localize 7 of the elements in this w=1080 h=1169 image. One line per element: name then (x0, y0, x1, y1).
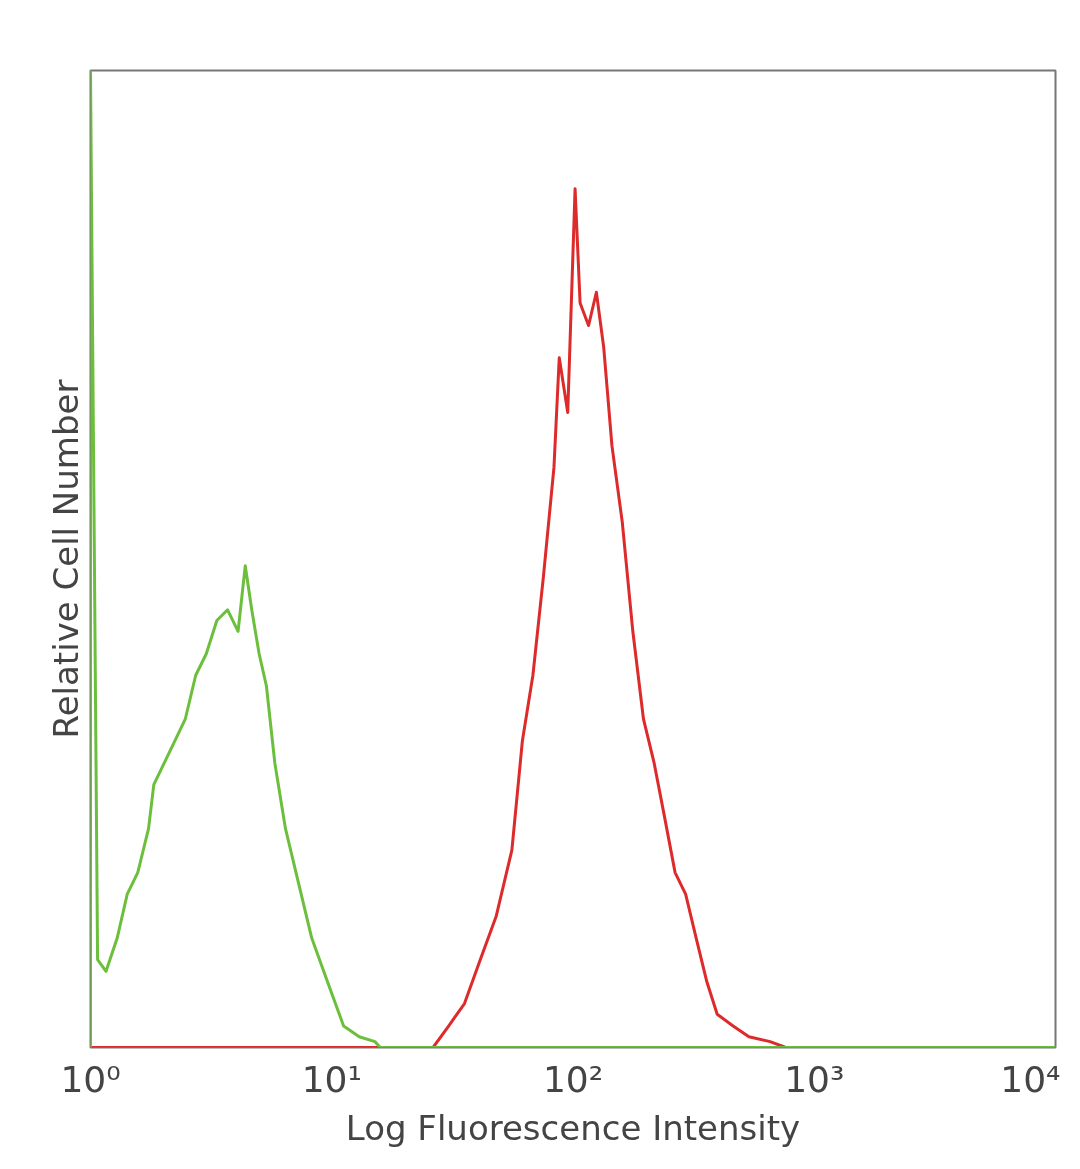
y-axis-title: Relative Cell Number (45, 379, 86, 739)
x-axis-title: Log Fluorescence Intensity (345, 1107, 801, 1148)
x-tick-label: 10² (542, 1058, 604, 1100)
x-tick-label: 10⁴ (1000, 1058, 1061, 1100)
x-tick-label: 10¹ (301, 1058, 362, 1100)
x-tick-label: 10³ (784, 1058, 845, 1100)
x-tick-label: 10⁰ (60, 1058, 121, 1100)
